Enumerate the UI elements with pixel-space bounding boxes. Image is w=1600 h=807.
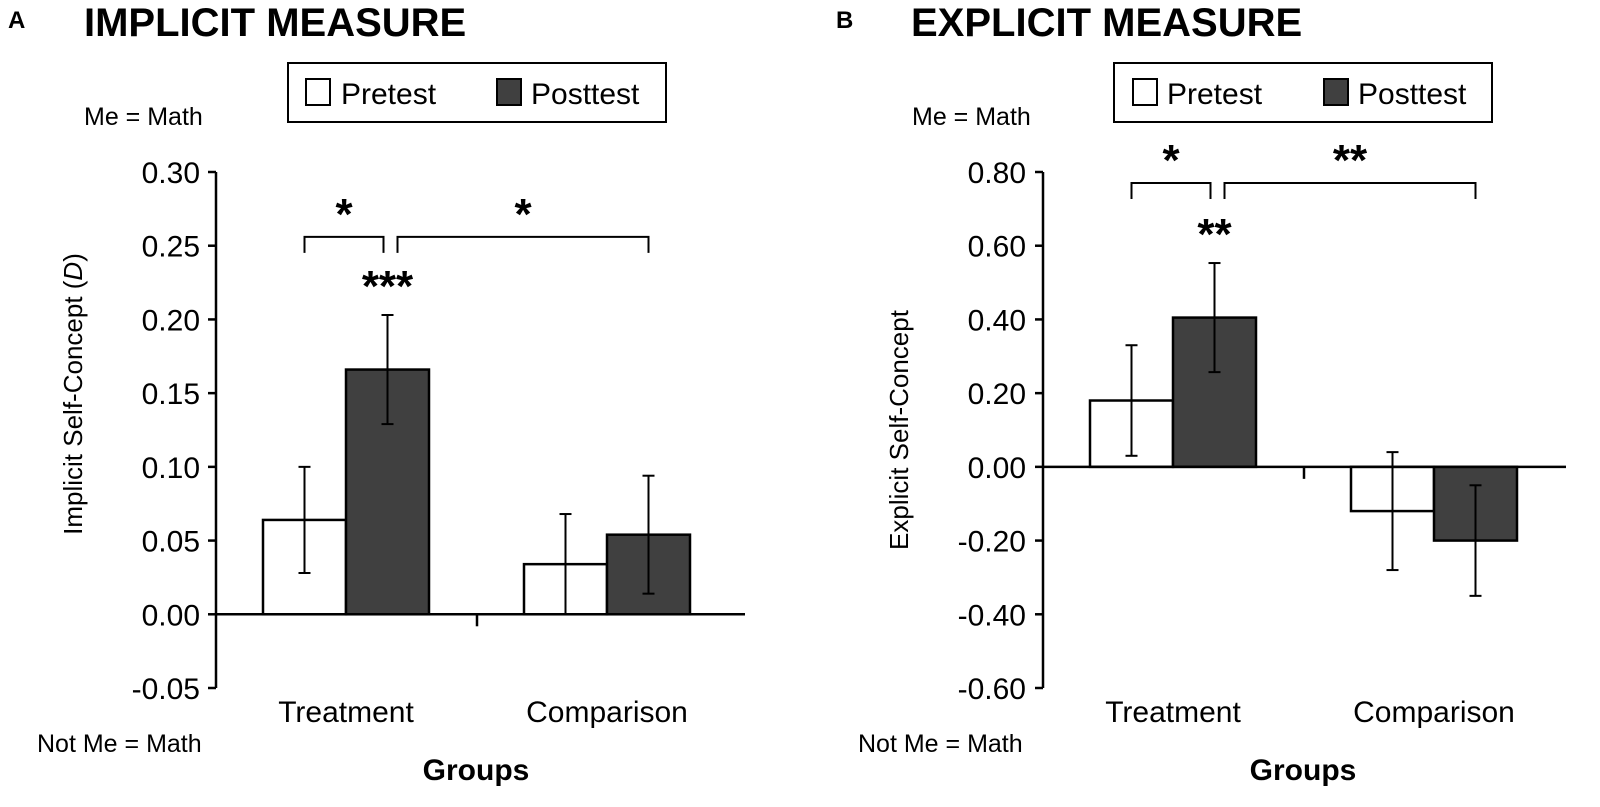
y-tick-label: 0.30 <box>142 157 200 190</box>
panel-b-y-ticks: -0.60 -0.40 -0.20 0.00 0.20 0.40 0.60 0.80 <box>958 157 1043 706</box>
panel-a-letter: A <box>8 7 25 34</box>
panel-b-legend: Pretest Posttest <box>1113 62 1493 123</box>
panel-a-error-bars <box>298 314 655 616</box>
panel-b-top-pole: Me = Math <box>912 103 1031 131</box>
panel-b-letter: B <box>836 7 853 34</box>
significance-star-bar: *** <box>362 262 414 311</box>
panel-a-y-axis-label: Implicit Self-Concept (D) <box>58 253 88 535</box>
panel-a-y-axis-label-main: Implicit Self-Concept ( <box>58 280 88 535</box>
panel-a-category-comparison: Comparison <box>526 696 688 729</box>
panel-a-title: IMPLICIT MEASURE <box>84 1 466 45</box>
panel-a-y-axis-label-tail: ) <box>58 253 88 262</box>
y-tick-label: 0.40 <box>968 304 1026 337</box>
panel-implicit: A IMPLICIT MEASURE Pretest Posttest Me =… <box>8 1 745 787</box>
panel-b-category-comparison: Comparison <box>1353 696 1515 729</box>
y-tick-label: 0.10 <box>142 452 200 485</box>
y-tick-label: 0.00 <box>142 599 200 632</box>
significance-star-bar: ** <box>1197 210 1232 259</box>
significance-star-bracket: * <box>514 190 532 239</box>
significance-star-bracket: * <box>1162 136 1180 185</box>
panel-a-legend-box <box>287 62 667 123</box>
y-tick-label: 0.20 <box>142 304 200 337</box>
panel-b-legend-pretest-swatch <box>1132 78 1158 106</box>
panel-a-category-treatment: Treatment <box>278 696 414 729</box>
significance-bracket <box>396 235 650 253</box>
significance-star-bracket: * <box>335 190 353 239</box>
y-tick-label: -0.60 <box>958 673 1026 706</box>
y-tick-label: 0.05 <box>142 526 200 559</box>
panel-a-legend-posttest-label: Posttest <box>531 78 640 111</box>
panel-a-legend-pretest-swatch <box>305 78 331 106</box>
panel-a-x-axis-label: Groups <box>423 754 530 787</box>
panel-a-y-axis-label-variable: D <box>58 262 88 281</box>
panel-b-annotations: *** ** <box>1130 136 1477 259</box>
panel-b-bottom-pole: Not Me = Math <box>858 730 1023 758</box>
panel-a-y-ticks: -0.05 0.00 0.05 0.10 0.15 0.20 0.25 0.30 <box>132 157 216 706</box>
panel-b-legend-pretest-label: Pretest <box>1167 78 1263 111</box>
significance-star-bracket: ** <box>1333 136 1368 185</box>
panel-a-top-pole: Me = Math <box>84 103 203 131</box>
significance-bracket <box>1223 182 1477 200</box>
y-tick-label: 0.15 <box>142 378 200 411</box>
y-tick-label: 0.00 <box>968 452 1026 485</box>
y-tick-label: 0.80 <box>968 157 1026 190</box>
panel-b-legend-box <box>1113 62 1493 123</box>
panel-b-x-axis-label: Groups <box>1250 754 1357 787</box>
panel-a-legend-pretest-label: Pretest <box>341 78 437 111</box>
panel-a-legend-posttest-swatch <box>496 78 522 106</box>
panel-b-y-axis-label: Explicit Self-Concept <box>884 309 914 550</box>
panel-a-legend: Pretest Posttest <box>287 62 667 123</box>
y-tick-label: -0.05 <box>132 673 200 706</box>
significance-bracket <box>303 235 385 253</box>
panel-b-legend-posttest-swatch <box>1323 78 1349 106</box>
y-tick-label: 0.20 <box>968 378 1026 411</box>
panel-b-error-bars <box>1125 262 1482 597</box>
panel-b-legend-posttest-label: Posttest <box>1358 78 1467 111</box>
y-tick-label: -0.40 <box>958 599 1026 632</box>
panel-explicit: B EXPLICIT MEASURE Pretest Posttest Me =… <box>836 1 1566 787</box>
y-tick-label: 0.25 <box>142 231 200 264</box>
panel-b-title: EXPLICIT MEASURE <box>911 1 1302 45</box>
panel-a-bottom-pole: Not Me = Math <box>37 730 202 758</box>
y-tick-label: -0.20 <box>958 526 1026 559</box>
panel-a-annotations: **** * <box>303 190 650 311</box>
y-tick-label: 0.60 <box>968 231 1026 264</box>
significance-bracket <box>1130 182 1212 200</box>
panel-b-category-treatment: Treatment <box>1105 696 1241 729</box>
